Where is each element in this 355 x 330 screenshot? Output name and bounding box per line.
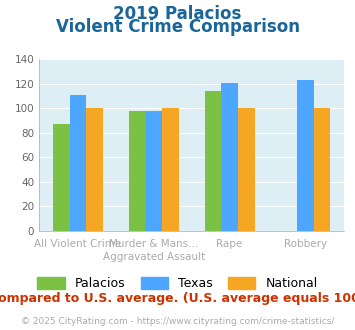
Text: Murder & Mans...: Murder & Mans... [109,239,198,249]
Bar [204,91,221,231]
Text: All Violent Crime: All Violent Crime [34,239,121,249]
Text: © 2025 CityRating.com - https://www.cityrating.com/crime-statistics/: © 2025 CityRating.com - https://www.city… [21,317,334,326]
Bar [221,83,238,231]
Text: Compared to U.S. average. (U.S. average equals 100): Compared to U.S. average. (U.S. average … [0,292,355,305]
Bar [129,111,146,231]
Bar [70,95,86,231]
Text: Robbery: Robbery [284,239,327,249]
Bar [162,109,179,231]
Bar [146,111,162,231]
Text: Rape: Rape [217,239,243,249]
Text: Aggravated Assault: Aggravated Assault [103,252,205,262]
Text: Violent Crime Comparison: Violent Crime Comparison [55,18,300,36]
Bar [314,109,331,231]
Bar [86,109,103,231]
Bar [53,124,70,231]
Legend: Palacios, Texas, National: Palacios, Texas, National [32,272,323,295]
Bar [238,109,255,231]
Bar [297,80,314,231]
Text: 2019 Palacios: 2019 Palacios [113,5,242,23]
